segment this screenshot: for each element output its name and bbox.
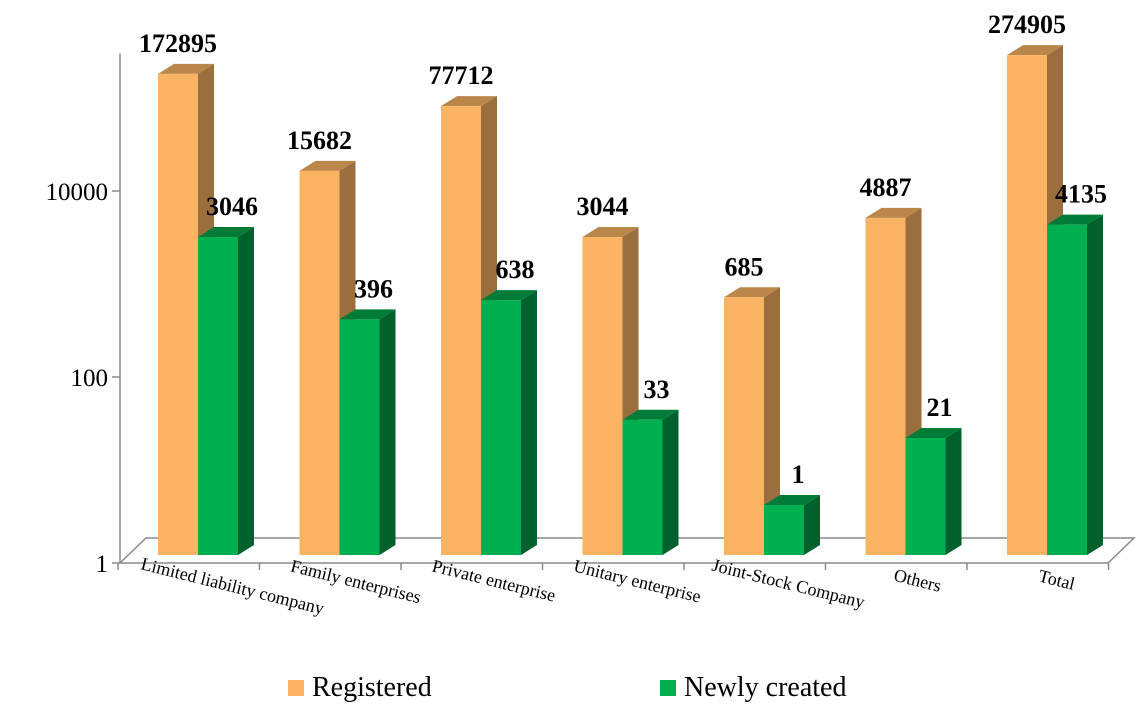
bar-newly-created xyxy=(339,309,396,555)
data-label-newly-created: 1 xyxy=(792,460,805,489)
y-tick-label: 10000 xyxy=(46,179,109,206)
data-label-registered: 274905 xyxy=(988,10,1066,39)
data-label-newly-created: 4135 xyxy=(1055,180,1107,209)
y-tick-label: 1 xyxy=(96,551,109,578)
category-label: Total xyxy=(1037,566,1077,594)
data-label-newly-created: 3046 xyxy=(206,192,258,221)
data-label-registered: 15682 xyxy=(287,126,352,155)
bar-registered xyxy=(158,63,214,556)
legend-item-newly-created: Newly created xyxy=(660,672,846,704)
data-label-newly-created: 638 xyxy=(496,255,535,284)
data-label-registered: 4887 xyxy=(860,173,912,202)
legend-label-registered: Registered xyxy=(312,672,432,703)
bars xyxy=(158,45,1103,556)
bar-registered xyxy=(724,287,780,555)
y-tick-label: 100 xyxy=(71,365,109,392)
data-label-registered: 77712 xyxy=(429,61,494,90)
bar-newly-created xyxy=(481,290,537,555)
bar-newly-created xyxy=(622,409,679,555)
chart: 1 100 10000 172895 3046 15682 396 77712 638 3044… xyxy=(46,10,1136,618)
data-label-registered: 3044 xyxy=(577,192,629,221)
legend-item-registered: Registered xyxy=(288,672,432,704)
category-label: Others xyxy=(892,565,943,596)
legend: Registered Newly created xyxy=(0,672,1141,712)
data-label-newly-created: 396 xyxy=(354,274,393,303)
data-labels: 172895 3046 15682 396 77712 638 3044 33 685 1 4887… xyxy=(139,10,1107,489)
data-label-newly-created: 33 xyxy=(644,375,670,404)
bar-newly-created xyxy=(905,428,962,555)
legend-label-newly-created: Newly created xyxy=(684,672,847,703)
bar-newly-created xyxy=(764,495,820,555)
data-label-registered: 172895 xyxy=(139,29,217,58)
legend-swatch-registered xyxy=(288,680,304,696)
data-label-newly-created: 21 xyxy=(927,393,953,422)
legend-swatch-newly-created xyxy=(660,680,676,696)
data-label-registered: 685 xyxy=(725,252,764,281)
bar-newly-created xyxy=(1047,214,1103,555)
bar-newly-created xyxy=(198,227,254,555)
